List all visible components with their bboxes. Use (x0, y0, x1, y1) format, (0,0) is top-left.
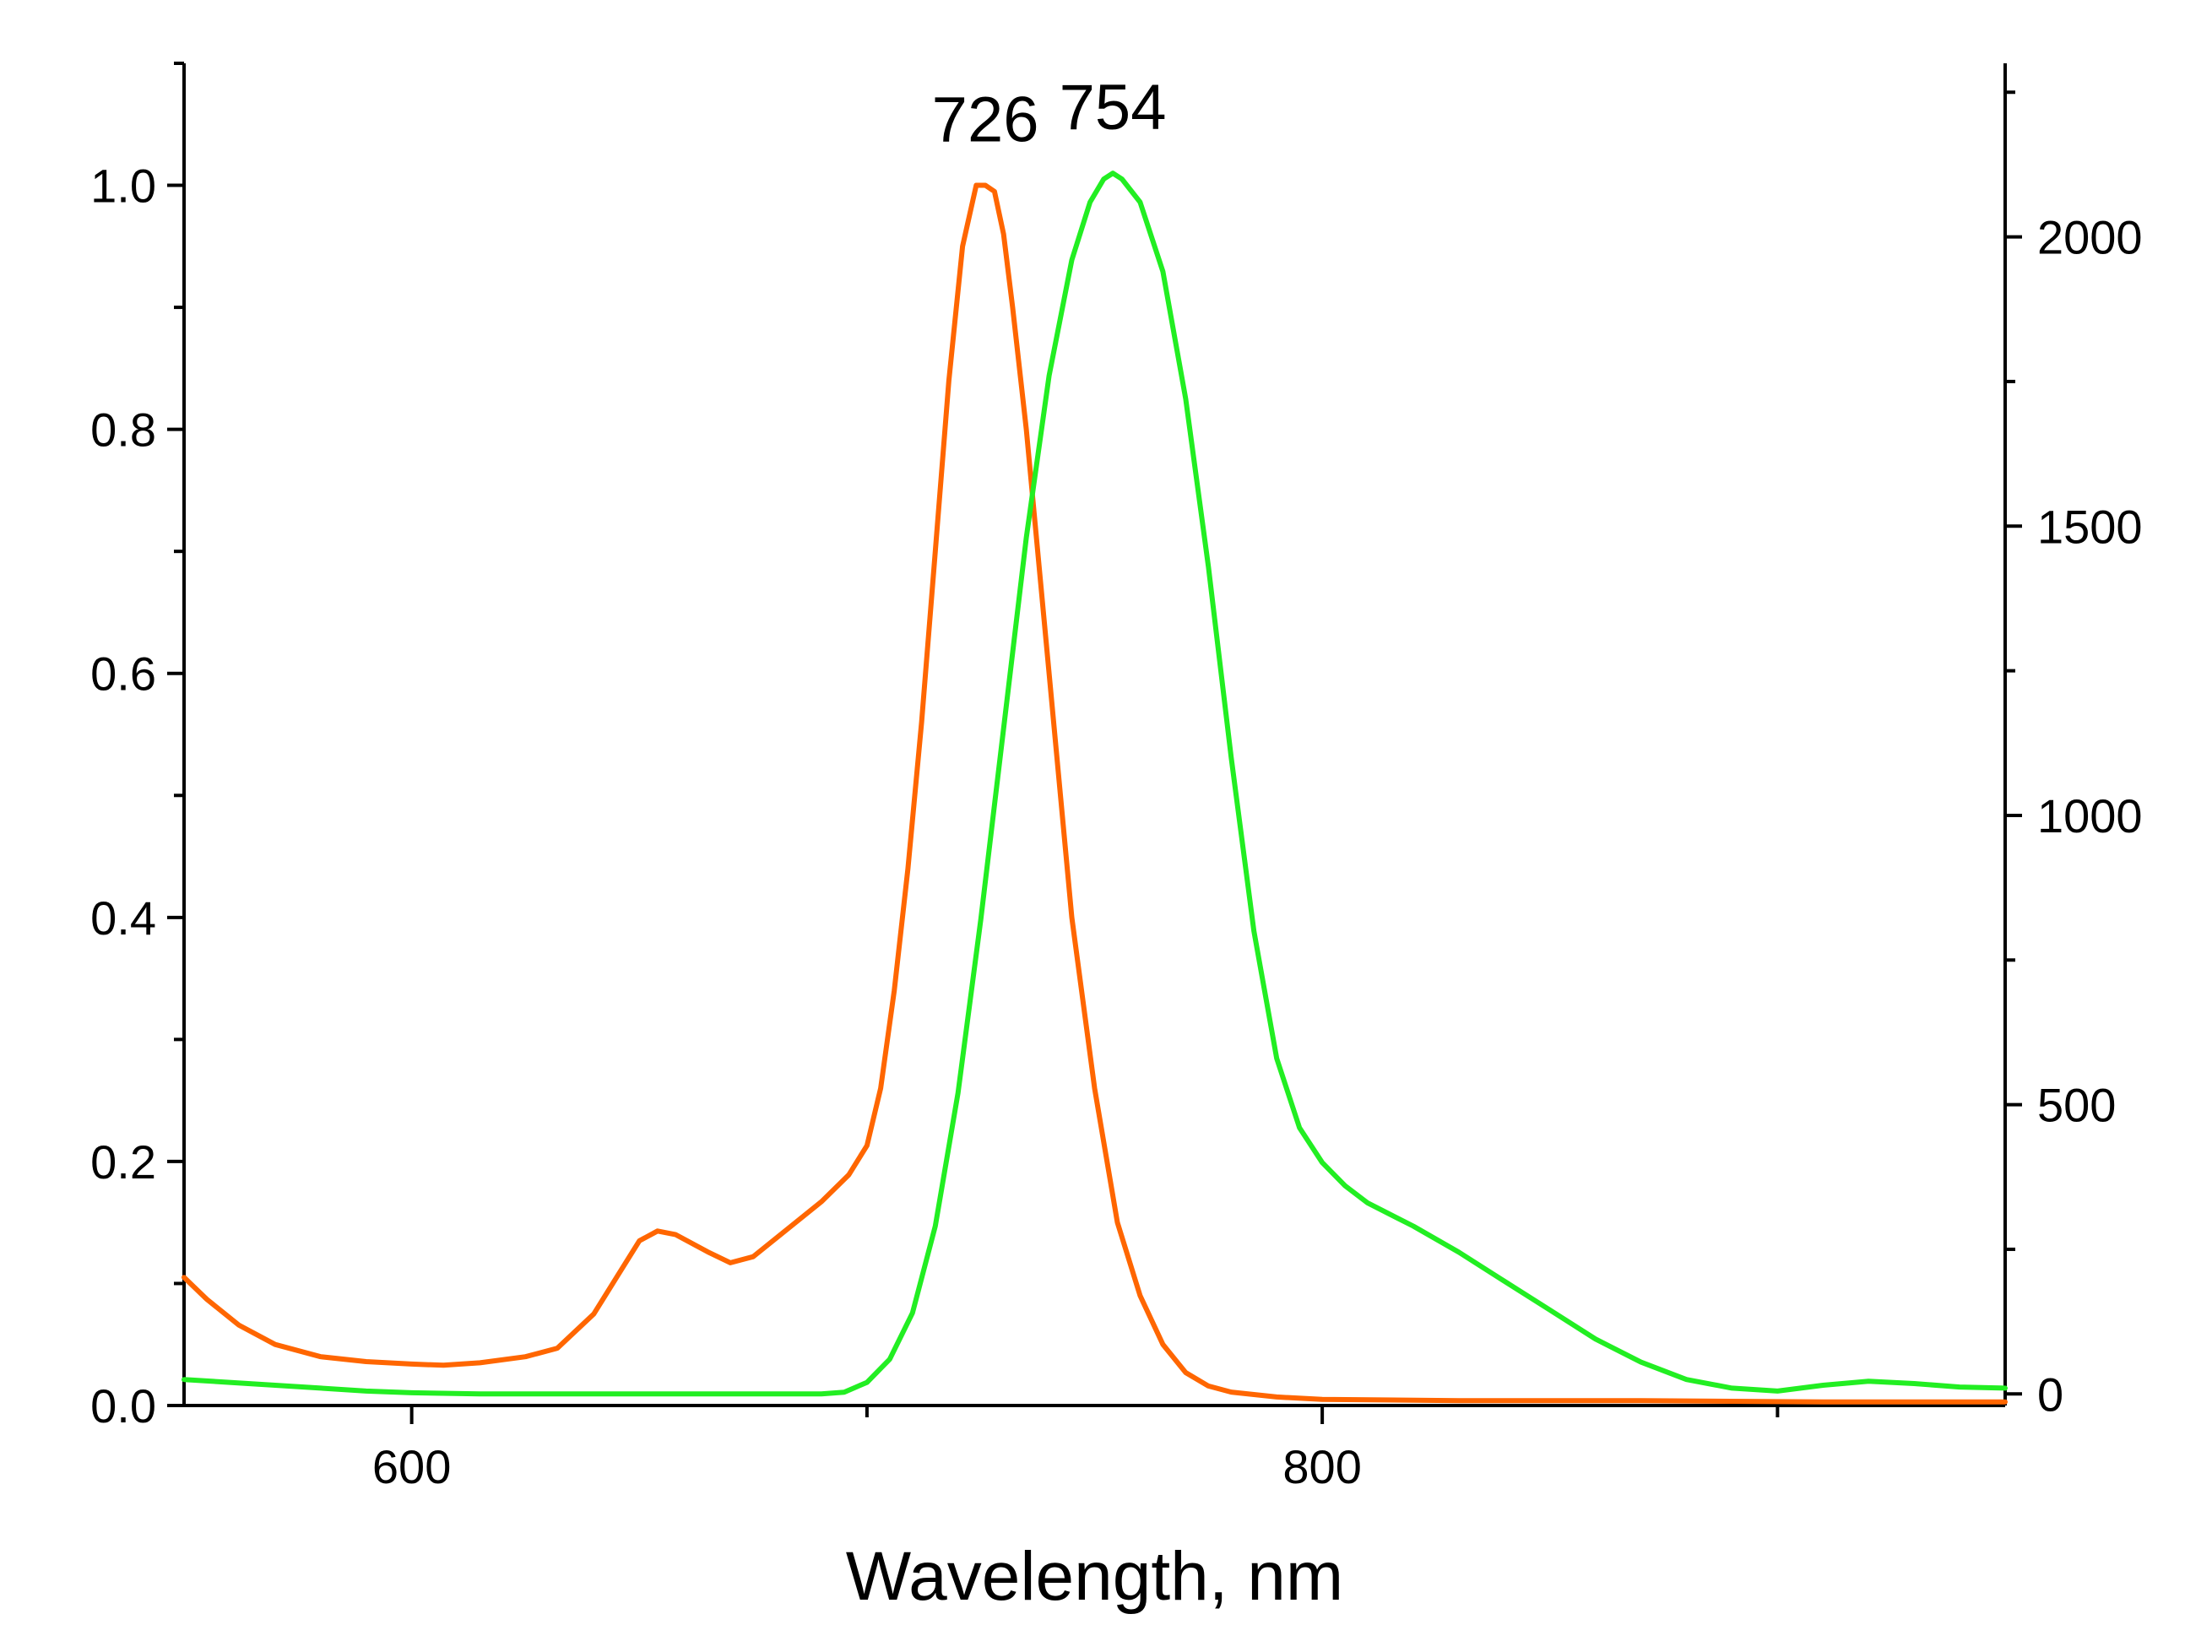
series-layer (182, 171, 2008, 1405)
left-tick-label: 0.0 (90, 1379, 156, 1433)
peak-label-726: 726 (932, 84, 1039, 156)
x-tick-label: 800 (1282, 1440, 1361, 1493)
right-tick-label: 1000 (2037, 789, 2143, 842)
left-tick-label: 0.2 (90, 1135, 156, 1189)
left-tick-label: 1.0 (90, 160, 156, 213)
labels-layer: 0.0 0.2 0.4 0.6 0.8 1.0 0 500 1000 1500 2000 600 800… (90, 72, 2142, 1615)
series-line-754 (182, 171, 2008, 1397)
left-tick-label: 0.4 (90, 891, 156, 945)
right-tick-label: 1500 (2037, 500, 2143, 553)
x-tick-label: 600 (372, 1440, 451, 1493)
series-line-726 (182, 182, 2008, 1405)
x-axis-label: Wavelength, nm (846, 1538, 1343, 1615)
axes (167, 62, 2022, 1424)
peak-label-754: 754 (1060, 72, 1167, 144)
left-tick-label: 0.8 (90, 404, 156, 457)
right-tick-label: 0 (2037, 1368, 2063, 1421)
right-tick-label: 500 (2037, 1079, 2116, 1132)
left-tick-label: 0.6 (90, 647, 156, 701)
right-tick-label: 2000 (2037, 211, 2143, 264)
